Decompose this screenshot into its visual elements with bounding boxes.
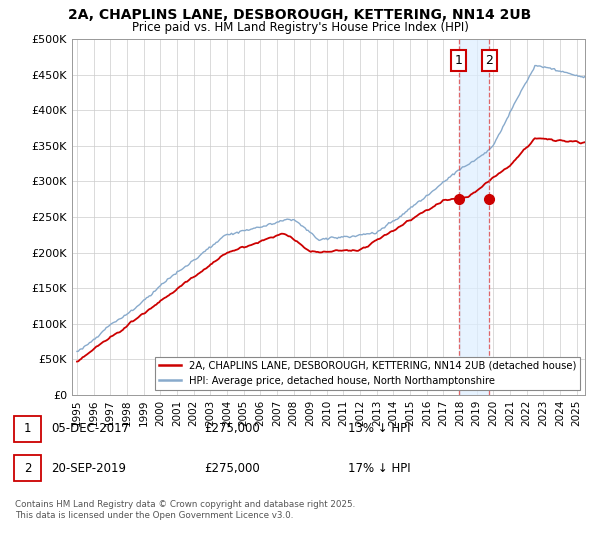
Text: £275,000: £275,000 [204,461,260,475]
Text: 20-SEP-2019: 20-SEP-2019 [51,461,126,475]
Text: Contains HM Land Registry data © Crown copyright and database right 2025.
This d: Contains HM Land Registry data © Crown c… [15,500,355,520]
Text: 13% ↓ HPI: 13% ↓ HPI [348,422,410,436]
Text: 1: 1 [24,422,31,436]
Text: Price paid vs. HM Land Registry's House Price Index (HPI): Price paid vs. HM Land Registry's House … [131,21,469,34]
Text: 2A, CHAPLINS LANE, DESBOROUGH, KETTERING, NN14 2UB: 2A, CHAPLINS LANE, DESBOROUGH, KETTERING… [68,8,532,22]
Text: £275,000: £275,000 [204,422,260,436]
Legend: 2A, CHAPLINS LANE, DESBOROUGH, KETTERING, NN14 2UB (detached house), HPI: Averag: 2A, CHAPLINS LANE, DESBOROUGH, KETTERING… [155,357,580,390]
Text: 1: 1 [455,54,463,67]
Text: 17% ↓ HPI: 17% ↓ HPI [348,461,410,475]
Text: 2: 2 [24,461,31,475]
Text: 2: 2 [485,54,493,67]
Bar [459,39,489,395]
Text: 05-DEC-2017: 05-DEC-2017 [51,422,129,436]
